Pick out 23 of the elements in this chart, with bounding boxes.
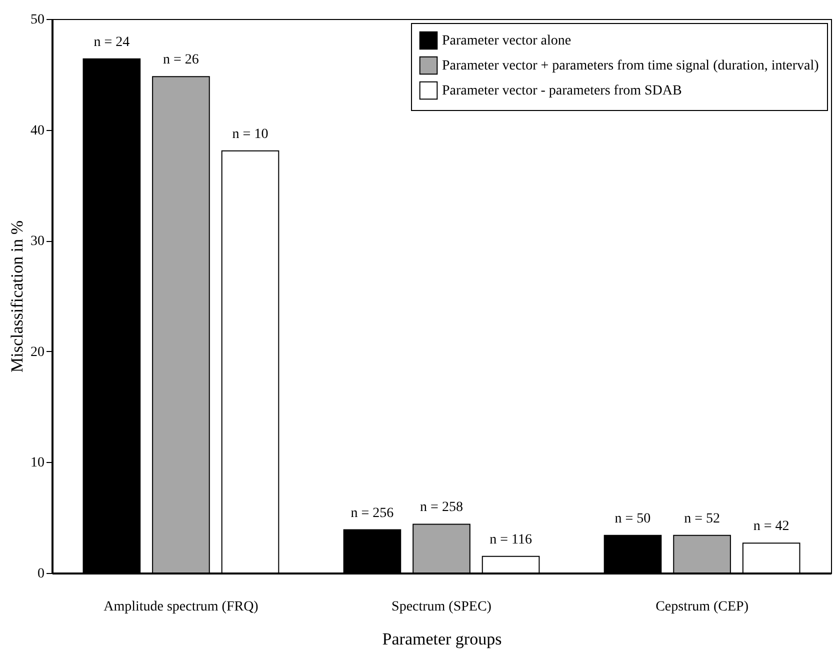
- legend-label: Parameter vector - parameters from SDAB: [442, 84, 682, 98]
- annotation: n = 116: [490, 532, 532, 548]
- x-tick-label: Spectrum (SPEC): [392, 600, 492, 614]
- annotation: n = 42: [753, 519, 790, 534]
- y-tick-label: 10: [30, 456, 44, 471]
- y-tick-label: 40: [30, 123, 44, 138]
- annotation: n = 258: [420, 500, 463, 516]
- legend-label: Parameter vector alone: [442, 34, 572, 48]
- y-tick-label: 20: [30, 344, 44, 360]
- annotation: n = 24: [94, 34, 130, 50]
- legend-label: Parameter vector + parameters from time signal (duration, interval): [442, 58, 820, 74]
- y-axis-title: Misclassification in %: [8, 220, 26, 373]
- x-axis-title: Parameter groups: [382, 630, 502, 648]
- annotation: n = 52: [684, 511, 720, 526]
- y-tick-label: 0: [38, 566, 44, 582]
- y-tick-label: 50: [30, 12, 44, 28]
- annotation: n = 256: [350, 506, 394, 521]
- annotation: n = 26: [163, 52, 199, 68]
- x-tick-label: Cepstrum (CEP): [656, 600, 749, 614]
- annotation: n = 10: [232, 126, 268, 142]
- annotation: n = 50: [614, 511, 651, 526]
- y-tick-label: 30: [30, 234, 44, 250]
- x-tick-label: Amplitude spectrum (FRQ): [104, 600, 259, 614]
